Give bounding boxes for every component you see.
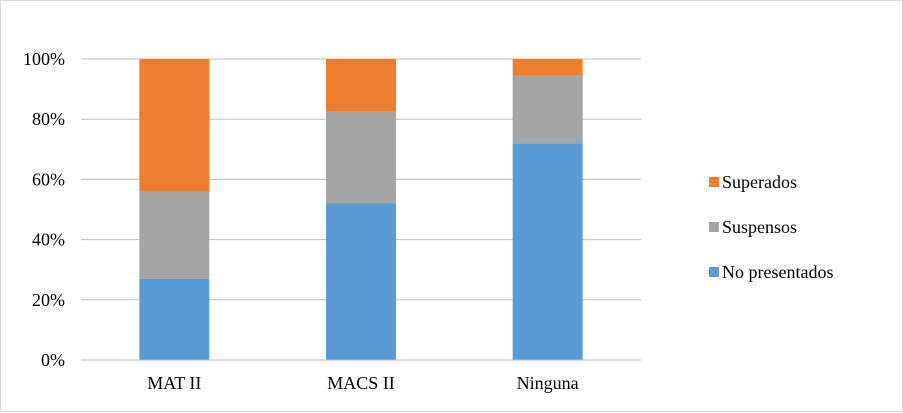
legend-swatch bbox=[709, 267, 719, 277]
y-tick-label: 80% bbox=[32, 109, 65, 129]
legend-swatch bbox=[709, 222, 719, 232]
bar-segment-superados bbox=[512, 59, 583, 76]
x-axis-tick-labels: MAT II MACS II Ninguna bbox=[147, 373, 578, 393]
bars bbox=[139, 59, 583, 360]
bar-segment-suspensos bbox=[512, 75, 583, 144]
y-tick-label: 20% bbox=[32, 290, 65, 310]
y-tick-label: 60% bbox=[32, 169, 65, 189]
x-tick-label: MAT II bbox=[147, 373, 201, 393]
y-tick-label: 40% bbox=[32, 230, 65, 250]
y-tick-label: 100% bbox=[23, 49, 65, 69]
y-tick-label: 0% bbox=[41, 350, 65, 370]
bar-segment-no-presentados bbox=[326, 203, 396, 360]
bar-segment-no-presentados bbox=[139, 278, 210, 360]
x-tick-label: Ninguna bbox=[517, 373, 579, 393]
bar-segment-suspensos bbox=[326, 111, 396, 204]
legend-label: No presentados bbox=[722, 262, 833, 282]
x-tick-label: MACS II bbox=[327, 373, 395, 393]
legend-swatch bbox=[709, 177, 719, 187]
legend-label: Suspensos bbox=[722, 217, 797, 237]
bar-segment-suspensos bbox=[139, 191, 210, 279]
bar-segment-no-presentados bbox=[512, 143, 583, 360]
bar-segment-superados bbox=[139, 59, 210, 192]
bar-segment-superados bbox=[326, 59, 396, 112]
y-axis-tick-labels: 0% 20% 40% 60% 80% 100% bbox=[23, 49, 65, 370]
legend: Superados Suspensos No presentados bbox=[709, 172, 833, 282]
legend-label: Superados bbox=[722, 172, 797, 192]
